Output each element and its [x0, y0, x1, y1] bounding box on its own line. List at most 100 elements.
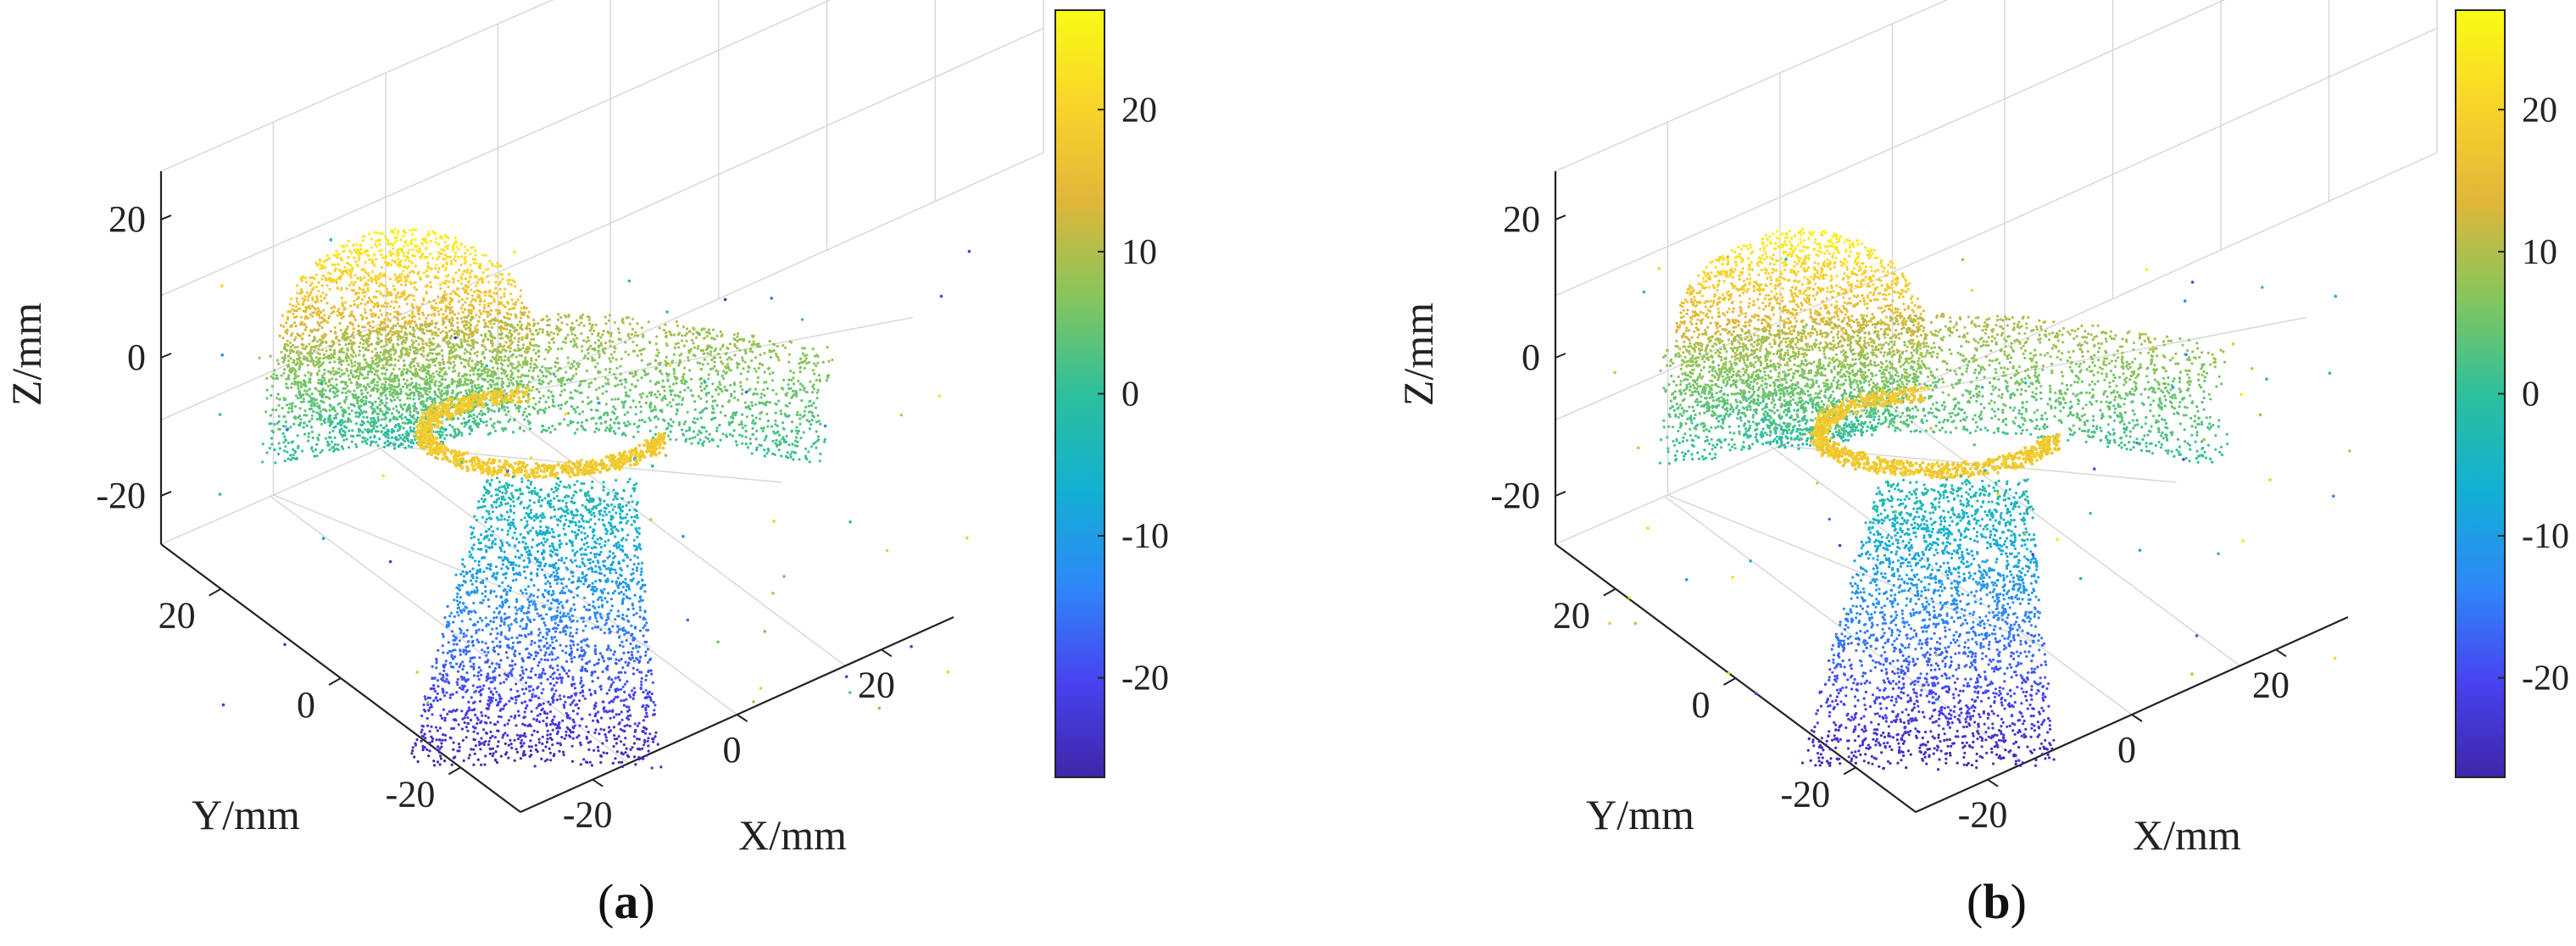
data-point — [409, 348, 412, 352]
data-point — [374, 362, 377, 366]
data-point — [757, 342, 760, 346]
data-point — [462, 417, 465, 420]
data-point — [419, 392, 422, 395]
data-point — [479, 420, 483, 423]
data-point — [465, 373, 469, 376]
data-point — [422, 354, 426, 359]
data-point — [350, 288, 353, 292]
data-point — [345, 395, 348, 398]
data-point — [787, 387, 791, 390]
data-point — [292, 312, 295, 315]
data-point — [593, 348, 597, 352]
data-point — [775, 403, 778, 406]
data-point — [614, 408, 617, 411]
data-point — [658, 326, 661, 330]
data-point — [623, 421, 626, 425]
data-point — [410, 391, 414, 394]
data-point — [282, 441, 286, 444]
data-point — [348, 412, 351, 416]
data-point — [344, 387, 348, 390]
data-point — [532, 397, 536, 400]
data-point — [364, 251, 367, 254]
data-point — [377, 274, 381, 277]
data-point — [517, 407, 520, 410]
data-point — [323, 421, 326, 425]
data-point — [309, 356, 313, 359]
data-point — [421, 242, 425, 246]
data-point — [619, 372, 622, 376]
data-point — [407, 257, 410, 260]
data-point — [640, 353, 643, 356]
data-point — [809, 399, 812, 403]
data-point — [777, 399, 781, 403]
data-point — [474, 326, 477, 330]
data-point — [757, 366, 760, 370]
data-point — [605, 411, 609, 415]
data-point — [382, 272, 386, 275]
data-point — [779, 442, 782, 445]
data-point — [756, 345, 759, 348]
data-point — [403, 275, 406, 279]
data-point — [506, 313, 510, 316]
data-point — [687, 386, 690, 390]
data-point — [406, 243, 409, 247]
data-point — [400, 248, 403, 252]
data-point — [429, 281, 432, 284]
data-point — [344, 357, 348, 360]
data-point — [398, 312, 402, 315]
data-point — [400, 272, 403, 275]
data-point — [272, 372, 275, 376]
data-point — [570, 362, 574, 365]
data-point — [456, 344, 460, 348]
data-point — [488, 259, 492, 263]
data-point — [623, 378, 626, 381]
data-point — [532, 348, 536, 352]
data-point — [390, 292, 393, 297]
data-point — [483, 299, 487, 303]
data-point — [321, 361, 325, 364]
data-point — [379, 282, 382, 286]
data-point — [473, 275, 476, 279]
data-point — [353, 315, 356, 319]
data-point — [301, 347, 304, 350]
data-point — [794, 436, 798, 439]
data-point — [809, 380, 812, 383]
data-point — [480, 365, 483, 369]
data-point — [382, 358, 386, 361]
data-point — [494, 361, 498, 364]
data-point — [581, 426, 584, 429]
data-point — [290, 404, 294, 408]
data-point — [431, 331, 435, 334]
data-point — [385, 340, 388, 343]
data-point — [613, 421, 616, 425]
data-point — [503, 359, 506, 362]
data-point — [616, 383, 620, 387]
data-point — [451, 418, 454, 421]
data-point — [451, 319, 454, 322]
data-point — [498, 409, 501, 413]
data-point — [460, 316, 464, 320]
data-point — [689, 389, 693, 392]
data-point — [302, 398, 305, 401]
data-point — [322, 357, 325, 360]
data-point — [422, 271, 426, 275]
data-point — [719, 330, 722, 333]
data-point — [349, 359, 353, 362]
data-point — [475, 422, 478, 426]
data-point — [446, 342, 450, 346]
data-point — [704, 430, 708, 433]
data-point — [381, 328, 384, 331]
data-point — [376, 443, 380, 448]
data-point — [807, 450, 810, 454]
data-point — [364, 365, 367, 369]
z-axis-label: Z/mm — [3, 303, 50, 406]
data-point — [444, 326, 448, 329]
data-point — [412, 386, 415, 389]
data-point — [453, 357, 457, 360]
data-point — [541, 365, 544, 369]
data-point — [427, 370, 431, 374]
data-point — [495, 291, 498, 294]
data-point — [375, 281, 378, 285]
data-point — [588, 329, 593, 332]
data-point — [516, 381, 520, 385]
